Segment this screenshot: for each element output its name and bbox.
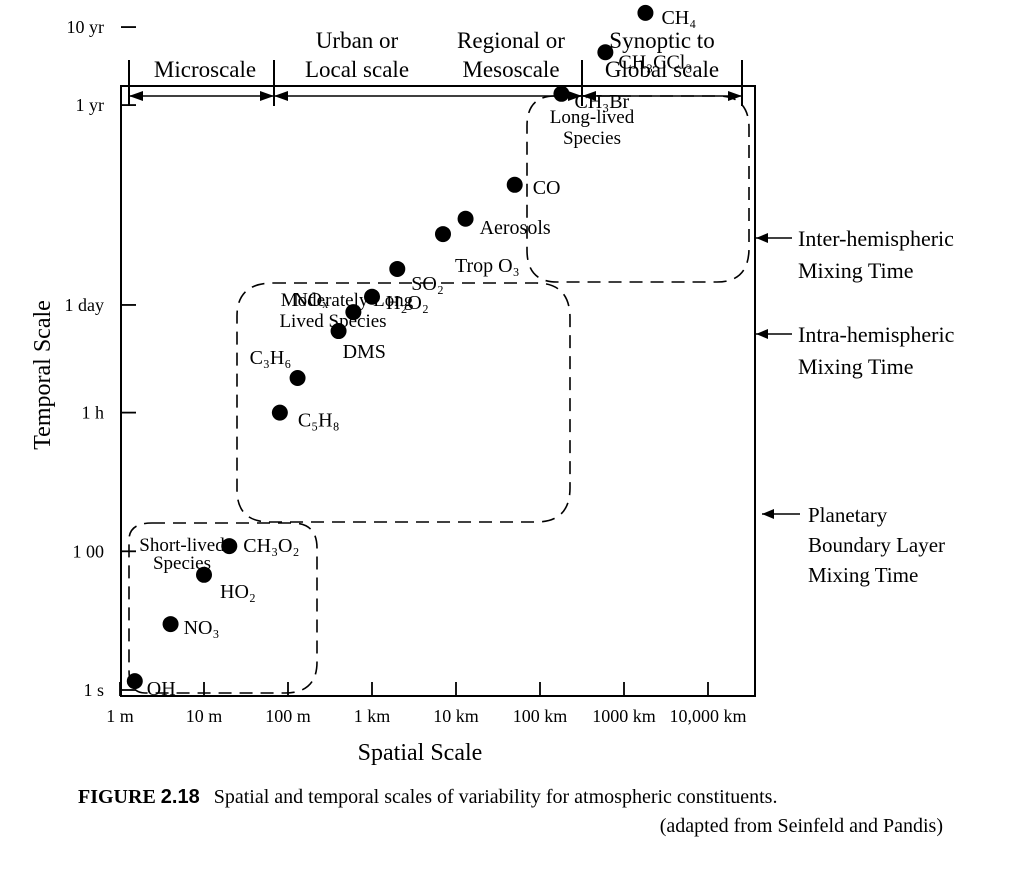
x-tick-label: 1 km	[354, 706, 391, 726]
data-point-label: H₂O₂	[386, 292, 429, 314]
group-label-moderately-long-line1: Moderately Long	[281, 290, 414, 311]
group-label-short-lived-line2: Species	[153, 553, 211, 574]
x-tick-label: 10 km	[433, 706, 479, 726]
regime-arrow-2-left	[274, 91, 288, 101]
mixing-label-intra-line2: Mixing Time	[798, 354, 914, 379]
caption-text: Spatial and temporal scales of variabili…	[214, 786, 778, 808]
data-point-label: CO	[533, 177, 561, 199]
x-axis-label: Spatial Scale	[358, 740, 483, 766]
data-point-label: NOₓ	[293, 289, 328, 311]
data-point	[457, 210, 474, 227]
x-tick-label: 1000 km	[592, 706, 656, 726]
data-point	[196, 566, 212, 583]
data-point	[289, 370, 306, 386]
x-tick-label: 10 m	[186, 706, 223, 726]
regime-arrow-1-left	[129, 91, 143, 101]
group-box-long-lived	[526, 95, 750, 283]
x-axis-ticks: 1 m 10 m 100 m 1 km 10 km 100 km 1000 km 10,000…	[106, 682, 747, 726]
figure-caption: FIGURE 2.18 Spatial and temporal scales o…	[78, 786, 777, 808]
regime-3-line1: Regional or	[457, 28, 565, 53]
mixing-label-pbl-line2: Boundary Layer	[808, 533, 945, 557]
group-label-short-lived-line1: Short-lived	[139, 535, 225, 556]
y-tick-label: 1 s	[83, 680, 104, 700]
x-tick-label: 1 m	[106, 706, 134, 726]
regime-1-line2: Microscale	[154, 57, 256, 82]
mixing-label-pbl-line3: Mixing Time	[808, 563, 918, 587]
group-box-moderately-long	[236, 282, 571, 523]
caption-number: 2.18	[161, 786, 200, 808]
regime-arrow-2-right	[568, 91, 582, 101]
y-tick-label: 1 00	[73, 541, 105, 561]
data-point	[637, 4, 654, 21]
data-point	[271, 404, 288, 421]
y-axis-label: Temporal Scale	[30, 300, 56, 450]
plot-frame	[120, 85, 756, 697]
group-box-short-lived	[128, 522, 318, 694]
y-tick-label: 10 yr	[67, 17, 105, 37]
regime-4-line1: Synoptic to	[609, 28, 714, 53]
regime-arrow-1-right	[260, 91, 274, 101]
data-point	[506, 176, 523, 193]
data-point-label: C₅H₈	[298, 410, 340, 432]
data-point	[330, 323, 347, 340]
data-point-label: Aerosols	[480, 217, 551, 239]
data-point-label: CH₃Br	[574, 91, 629, 113]
data-point-label: HO₂	[220, 581, 256, 603]
mixing-arrow-pbl-head	[762, 509, 774, 519]
y-tick-label: 1 yr	[76, 95, 105, 115]
group-label-long-lived-line1: Long-lived	[550, 107, 635, 128]
data-point-label: CH₃O₂	[243, 535, 299, 557]
mixing-label-inter-line1: Inter-hemispheric	[798, 226, 954, 251]
mixing-time-markers	[756, 233, 800, 519]
data-point-label: CH₄	[661, 7, 696, 29]
x-tick-label: 100 m	[265, 706, 311, 726]
data-point-label: SO₂	[411, 273, 444, 295]
data-point	[389, 260, 406, 277]
x-tick-label: 100 km	[513, 706, 568, 726]
regime-4-line2: Global scale	[605, 57, 719, 82]
data-point	[345, 304, 362, 321]
data-point	[597, 44, 614, 61]
data-point-label: C₃H₆	[250, 347, 292, 369]
x-tick-label: 10,000 km	[669, 706, 746, 726]
regime-2-line1: Urban or	[316, 28, 399, 53]
data-point-label: CH₃CCl₃	[618, 51, 692, 73]
mixing-arrow-inter-head	[756, 233, 768, 243]
y-tick-label: 1 day	[65, 295, 105, 315]
regime-3-line2: Mesoscale	[462, 57, 559, 82]
data-point-label: Trop O₃	[455, 255, 520, 277]
data-point	[553, 85, 570, 102]
data-point	[221, 538, 238, 555]
caption-source: (adapted from Seinfeld and Pandis)	[660, 815, 943, 837]
mixing-label-inter-line2: Mixing Time	[798, 258, 914, 283]
data-point	[126, 673, 143, 690]
data-point	[364, 288, 380, 305]
regime-2-line2: Local scale	[305, 57, 409, 82]
data-point	[434, 226, 451, 243]
mixing-label-intra-line1: Intra-hemispheric	[798, 322, 955, 347]
data-point-label: DMS	[343, 341, 386, 363]
group-label-long-lived-line2: Species	[563, 128, 621, 149]
y-tick-label: 1 h	[82, 403, 105, 423]
data-point-label: NO₃	[184, 617, 220, 639]
caption-lead: FIGURE	[78, 786, 161, 808]
mixing-arrow-intra-head	[756, 329, 768, 339]
data-point-label: OH	[147, 678, 176, 700]
data-point	[162, 616, 179, 633]
mixing-label-pbl-line1: Planetary	[808, 503, 888, 527]
